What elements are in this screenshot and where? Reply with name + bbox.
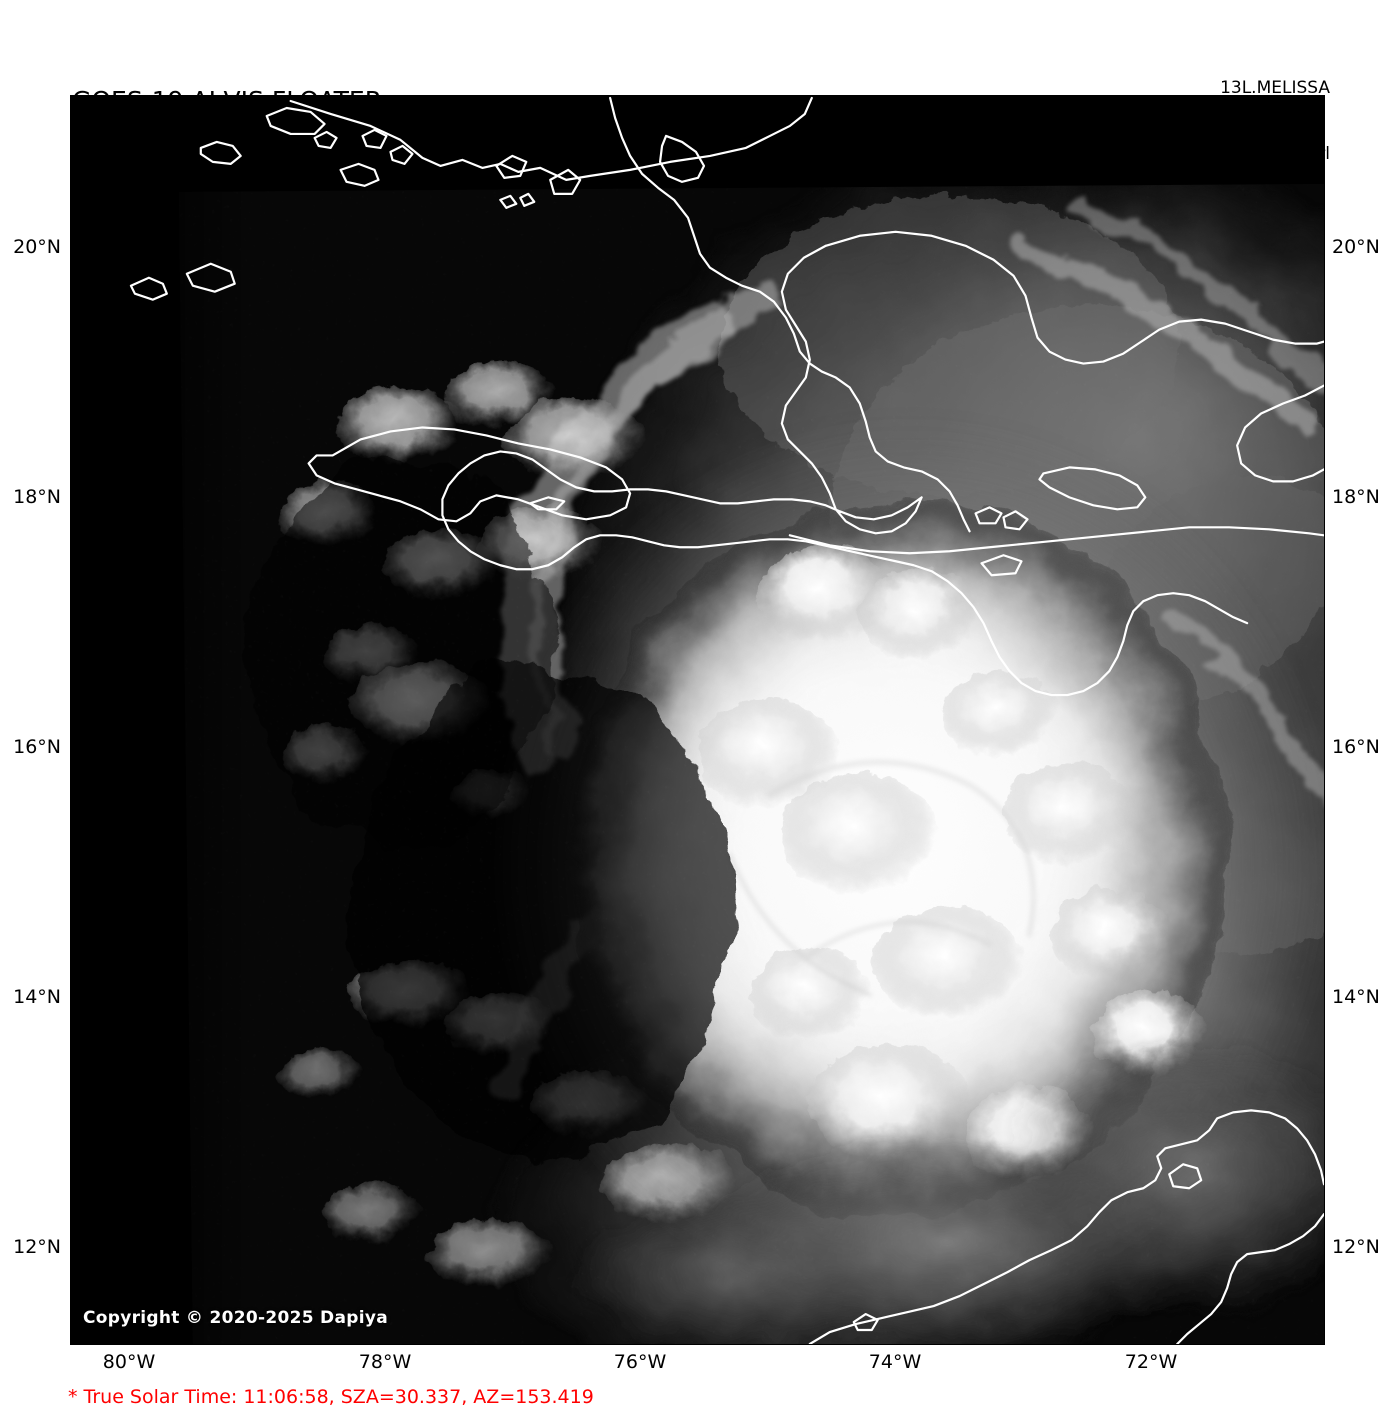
coastline-cayman-brac: [265, 106, 326, 136]
lat-label-left-18n: 18°N: [13, 486, 61, 508]
lat-label-left-14n: 14°N: [13, 986, 61, 1008]
coastline-cayman-small-e: [185, 262, 236, 293]
coastline-small-key-2: [361, 128, 388, 150]
coastline-guajira-inlet: [1168, 1163, 1203, 1190]
copyright-notice: Copyright © 2020-2025 Dapiya: [83, 1308, 388, 1328]
coastline-small-key-1: [313, 130, 338, 150]
lon-label-74w: 74°W: [868, 1351, 922, 1373]
coastline-overlay: [129, 96, 1324, 1344]
coastline-cuba-bay: [658, 134, 706, 183]
coastline-jamaica-detail: [529, 496, 566, 511]
storm-id-label: 13L.MELISSA: [1220, 78, 1330, 99]
lat-label-left-20n: 20°N: [13, 236, 61, 258]
lon-label-72w: 72°W: [1124, 1351, 1178, 1373]
lon-label-76w: 76°W: [613, 1351, 667, 1373]
coastline-cuba: [289, 96, 1324, 555]
lat-label-right-14n: 14°N: [1332, 986, 1380, 1008]
coastline-gonave-island: [1038, 466, 1147, 511]
coastline-ile-a-vache: [980, 554, 1023, 577]
lat-label-right-18n: 18°N: [1332, 486, 1380, 508]
coastline-islet-a: [974, 506, 1003, 525]
coastline-tiny-dot-a: [499, 194, 518, 209]
coastline-hispaniola: [441, 230, 1324, 697]
lat-label-right-20n: 20°N: [1332, 236, 1380, 258]
satellite-imagery-canvas: [71, 96, 1324, 1344]
lat-label-left-16n: 16°N: [13, 736, 61, 758]
satellite-data-swath: [178, 183, 1324, 1344]
coastline-jamaica: [307, 426, 632, 523]
coastline-little-cayman: [339, 162, 380, 187]
coastline-cayman-small-w: [129, 276, 168, 301]
coastline-south-america: [808, 1109, 1324, 1344]
coastline-islet-b: [1002, 510, 1029, 531]
lon-label-78w: 78°W: [358, 1351, 412, 1373]
lat-label-right-16n: 16°N: [1332, 736, 1380, 758]
coastline-small-key-4: [495, 154, 528, 179]
coastline-small-key-5: [549, 168, 582, 195]
coastline-small-key-3: [389, 144, 414, 165]
lat-label-left-12n: 12°N: [13, 1236, 61, 1258]
lat-label-right-12n: 12°N: [1332, 1236, 1380, 1258]
solar-geometry-note: * True Solar Time: 11:06:58, SZA=30.337,…: [68, 1386, 594, 1408]
lon-label-80w: 80°W: [102, 1351, 156, 1373]
coastline-tiny-dot-b: [519, 192, 536, 207]
coastline-grand-cayman: [199, 140, 242, 165]
coastline-sa-small-bay: [852, 1312, 879, 1332]
satellite-image-plot[interactable]: Copyright © 2020-2025 Dapiya: [70, 95, 1325, 1345]
